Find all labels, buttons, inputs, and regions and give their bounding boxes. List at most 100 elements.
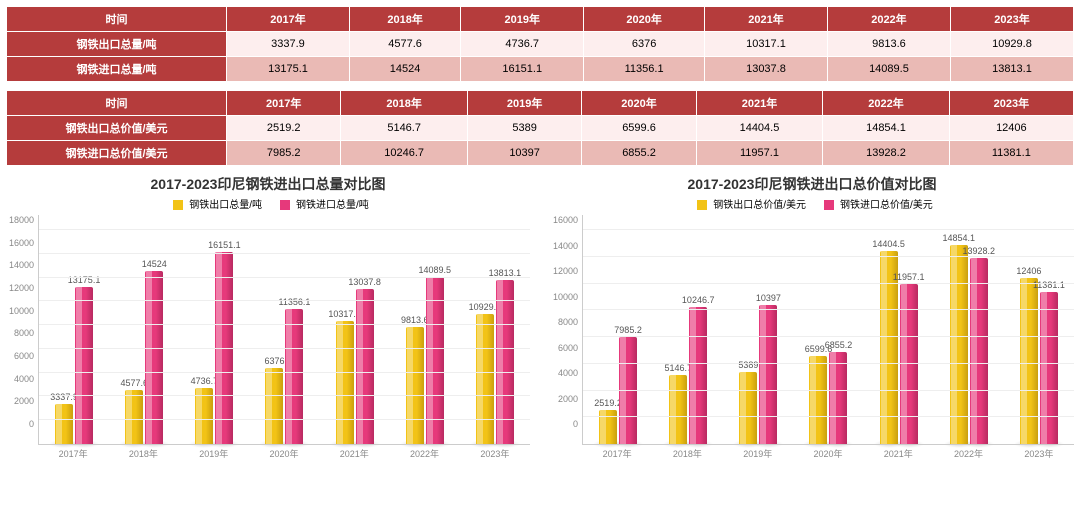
table-volume: 时间 2017年2018年2019年2020年2021年2022年2023年 钢… xyxy=(6,6,1074,82)
row-label: 钢铁出口总价值/美元 xyxy=(7,116,227,141)
gridline xyxy=(39,372,530,373)
y-tick: 14000 xyxy=(550,241,578,251)
gridline xyxy=(583,363,1074,364)
legend-item: 钢铁进口总价值/美元 xyxy=(818,200,933,211)
bar-group: 2519.27985.2 xyxy=(599,337,637,444)
year-header: 2018年 xyxy=(341,91,468,116)
bar-group: 538910397 xyxy=(739,305,777,444)
x-tick: 2017年 xyxy=(582,447,652,460)
legend-item: 钢铁进口总量/吨 xyxy=(274,200,369,211)
y-tick: 6000 xyxy=(6,351,34,361)
x-tick: 2019年 xyxy=(179,447,249,460)
row-label: 钢铁出口总量/吨 xyxy=(7,32,227,57)
gridline xyxy=(583,390,1074,391)
cell: 13175.1 xyxy=(227,57,350,82)
row-label: 钢铁进口总量/吨 xyxy=(7,57,227,82)
bar: 11381.1 xyxy=(1040,292,1058,444)
y-tick: 6000 xyxy=(550,343,578,353)
bar-value-label: 14404.5 xyxy=(872,239,905,249)
gridline xyxy=(39,229,530,230)
bar-group: 10317.113037.8 xyxy=(336,289,374,444)
y-tick: 10000 xyxy=(6,306,34,316)
bar-group: 14404.511957.1 xyxy=(880,251,918,444)
gridline xyxy=(39,348,530,349)
cell: 10397 xyxy=(467,141,581,166)
y-tick: 14000 xyxy=(6,260,34,270)
bar: 9813.6 xyxy=(406,327,424,444)
bar: 11957.1 xyxy=(900,284,918,444)
cell: 14089.5 xyxy=(827,57,950,82)
year-header: 2022年 xyxy=(827,7,950,32)
cell: 14854.1 xyxy=(823,116,950,141)
plot-area: 2519.27985.25146.710246.75389103976599.6… xyxy=(582,215,1074,445)
bar-value-label: 7985.2 xyxy=(614,325,642,335)
y-tick: 8000 xyxy=(6,328,34,338)
x-tick: 2022年 xyxy=(389,447,459,460)
bar-value-label: 13928.2 xyxy=(962,246,995,256)
bar-group: 5146.710246.7 xyxy=(669,307,707,444)
cell: 4736.7 xyxy=(461,32,584,57)
y-tick: 12000 xyxy=(6,283,34,293)
chart-title: 2017-2023印尼钢铁进出口总量对比图 xyxy=(6,174,530,194)
y-tick: 2000 xyxy=(6,396,34,406)
legend-swatch xyxy=(280,200,290,210)
bar-value-label: 3337.9 xyxy=(50,392,78,402)
bar-value-label: 6855.2 xyxy=(825,340,853,350)
bar-value-label: 10397 xyxy=(756,293,781,303)
y-tick: 10000 xyxy=(550,292,578,302)
chart-legend: 钢铁出口总价值/美元钢铁进口总价值/美元 xyxy=(550,196,1074,211)
bar-value-label: 14524 xyxy=(142,259,167,269)
year-header: 2019年 xyxy=(467,91,581,116)
bar: 14524 xyxy=(145,271,163,444)
table-header-row: 时间 2017年2018年2019年2020年2021年2022年2023年 xyxy=(7,7,1074,32)
bar-group: 637611356.1 xyxy=(265,309,303,444)
gridline xyxy=(583,309,1074,310)
y-tick: 18000 xyxy=(6,215,34,225)
bar: 13175.1 xyxy=(75,287,93,444)
year-header: 2020年 xyxy=(582,91,696,116)
cell: 13813.1 xyxy=(950,57,1073,82)
cell: 6855.2 xyxy=(582,141,696,166)
year-header: 2022年 xyxy=(823,91,950,116)
bar: 10246.7 xyxy=(689,307,707,444)
bar: 7985.2 xyxy=(619,337,637,444)
legend-item: 钢铁出口总量/吨 xyxy=(167,200,262,211)
y-tick: 2000 xyxy=(550,394,578,404)
cell: 4577.6 xyxy=(349,32,460,57)
chart-title: 2017-2023印尼钢铁进出口总价值对比图 xyxy=(550,174,1074,194)
bar-value-label: 4736.7 xyxy=(191,376,219,386)
bar: 10397 xyxy=(759,305,777,444)
bar-value-label: 16151.1 xyxy=(208,240,241,250)
x-tick: 2017年 xyxy=(38,447,108,460)
bar: 13037.8 xyxy=(356,289,374,444)
year-header: 2017年 xyxy=(227,7,350,32)
cell: 10317.1 xyxy=(704,32,827,57)
row-label: 钢铁进口总价值/美元 xyxy=(7,141,227,166)
plot-area: 3337.913175.14577.6145244736.716151.1637… xyxy=(38,215,530,445)
y-tick: 8000 xyxy=(550,317,578,327)
cell: 16151.1 xyxy=(461,57,584,82)
bar-group: 14854.113928.2 xyxy=(950,245,988,444)
y-tick: 0 xyxy=(550,419,578,429)
bar-groups: 3337.913175.14577.6145244736.716151.1637… xyxy=(39,215,530,444)
bar-value-label: 14854.1 xyxy=(942,233,975,243)
bar: 14854.1 xyxy=(950,245,968,444)
table-row: 钢铁进口总价值/美元7985.210246.7103976855.211957.… xyxy=(7,141,1074,166)
y-tick: 4000 xyxy=(550,368,578,378)
table-value: 时间 2017年2018年2019年2020年2021年2022年2023年 钢… xyxy=(6,90,1074,166)
x-tick: 2023年 xyxy=(460,447,530,460)
cell: 13037.8 xyxy=(704,57,827,82)
cell: 10246.7 xyxy=(341,141,468,166)
year-header: 2023年 xyxy=(949,91,1073,116)
bar-value-label: 2519.2 xyxy=(594,398,622,408)
table-header-row: 时间 2017年2018年2019年2020年2021年2022年2023年 xyxy=(7,91,1074,116)
time-header: 时间 xyxy=(7,7,227,32)
bar-value-label: 6376 xyxy=(264,356,284,366)
bar-value-label: 4577.6 xyxy=(120,378,148,388)
y-axis: 0200040006000800010000120001400016000 xyxy=(550,215,582,445)
chart-value: 2017-2023印尼钢铁进出口总价值对比图 钢铁出口总价值/美元钢铁进口总价值… xyxy=(550,174,1074,460)
cell: 13928.2 xyxy=(823,141,950,166)
bar: 5146.7 xyxy=(669,375,687,444)
gridline xyxy=(39,277,530,278)
cell: 3337.9 xyxy=(227,32,350,57)
